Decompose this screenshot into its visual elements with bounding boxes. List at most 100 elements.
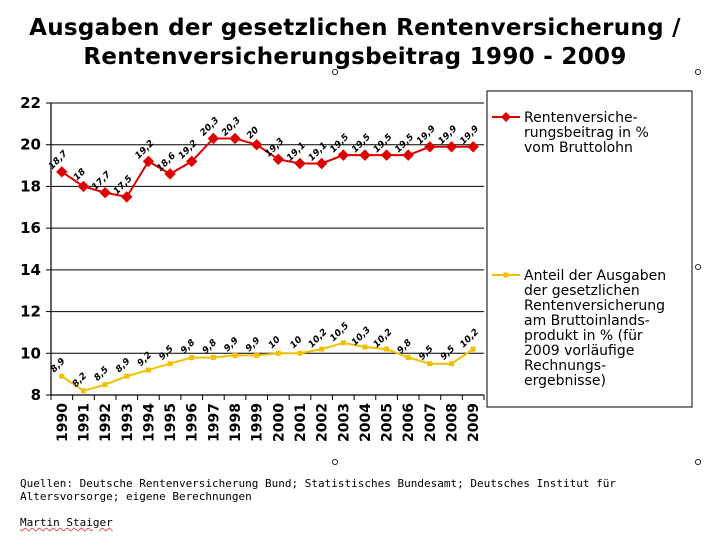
x-tick-label: 1998 bbox=[228, 403, 244, 442]
x-tick-label: 1997 bbox=[206, 403, 222, 442]
data-point bbox=[167, 361, 173, 367]
chart-title-line-1: Ausgaben der gesetzlichen Rentenversiche… bbox=[29, 15, 681, 41]
data-point bbox=[297, 350, 303, 356]
data-point bbox=[337, 149, 349, 161]
series-line-2 bbox=[61, 341, 474, 392]
y-tick-label: 20 bbox=[20, 136, 41, 154]
x-tick-label: 2009 bbox=[466, 403, 482, 442]
data-point bbox=[77, 180, 90, 193]
data-point bbox=[315, 157, 328, 170]
data-label: 19,9 bbox=[458, 124, 481, 147]
data-point bbox=[467, 141, 479, 153]
selection-handle bbox=[695, 69, 702, 76]
data-point bbox=[362, 344, 368, 350]
data-label: 8,5 bbox=[93, 365, 111, 383]
legend-label-line: produkt in % (für bbox=[524, 328, 643, 344]
x-tick-label: 1995 bbox=[163, 403, 179, 442]
data-point bbox=[207, 132, 220, 145]
data-label: 9,9 bbox=[222, 336, 240, 354]
y-tick-label: 22 bbox=[20, 94, 41, 112]
data-point bbox=[275, 350, 281, 356]
data-point bbox=[449, 361, 455, 367]
x-tick-label: 1990 bbox=[55, 403, 71, 442]
data-label: 10,5 bbox=[328, 321, 351, 344]
x-tick-label: 1996 bbox=[185, 403, 201, 442]
data-point bbox=[384, 346, 390, 352]
data-label: 10,2 bbox=[458, 327, 481, 350]
data-label: 9,5 bbox=[417, 344, 435, 362]
data-point bbox=[405, 354, 411, 360]
y-axis-ticks: 8 10 12 14 16 18 20 22 bbox=[20, 94, 51, 404]
data-point bbox=[59, 373, 65, 379]
data-point bbox=[232, 352, 238, 358]
data-label: 19,9 bbox=[415, 124, 438, 147]
data-label: 17,7 bbox=[90, 169, 113, 192]
data-label: 19,5 bbox=[372, 132, 395, 155]
data-point bbox=[56, 166, 68, 178]
x-tick-label: 1999 bbox=[250, 403, 266, 442]
data-point bbox=[254, 352, 260, 358]
data-label: 8,9 bbox=[49, 357, 67, 375]
data-label: 10 bbox=[289, 335, 305, 351]
data-point bbox=[99, 186, 111, 199]
y-tick-label: 8 bbox=[31, 386, 41, 404]
data-label: 20,3 bbox=[220, 116, 243, 139]
data-point bbox=[186, 155, 198, 168]
data-label: 19,5 bbox=[393, 132, 416, 155]
data-point bbox=[124, 373, 130, 379]
x-tick-label: 2002 bbox=[315, 403, 331, 442]
data-label: 10 bbox=[267, 335, 283, 351]
legend-label-line: 2009 vorläufige bbox=[524, 343, 634, 359]
sources-note: Quellen: Deutsche Rentenversicherung Bun… bbox=[20, 477, 617, 503]
data-point bbox=[142, 155, 155, 168]
chart-title: Ausgaben der gesetzlichen Rentenversiche… bbox=[0, 14, 710, 72]
legend-swatch-marker bbox=[501, 112, 511, 122]
data-point bbox=[102, 382, 108, 388]
data-point bbox=[121, 191, 133, 203]
data-point bbox=[359, 149, 371, 161]
data-label: 19,1 bbox=[307, 141, 330, 164]
legend-label-line: rungsbeitrag in % bbox=[524, 125, 649, 141]
x-tick-label: 2000 bbox=[271, 403, 287, 442]
legend-box bbox=[486, 90, 693, 408]
x-tick-label: 1992 bbox=[98, 403, 114, 442]
chart-title-line-2: Rentenversicherungsbeitrag 1990 - 2009 bbox=[83, 44, 627, 70]
data-point bbox=[427, 361, 433, 367]
series-lines bbox=[56, 132, 479, 394]
data-label: 10,2 bbox=[372, 327, 395, 350]
data-label: 10,3 bbox=[350, 325, 373, 348]
x-tick-label: 2006 bbox=[401, 403, 417, 442]
selection-handles bbox=[331, 69, 702, 465]
x-tick-label: 2004 bbox=[358, 403, 374, 442]
y-tick-label: 18 bbox=[20, 177, 41, 195]
x-tick-label: 2003 bbox=[336, 403, 352, 442]
y-tick-label: 14 bbox=[20, 261, 41, 279]
selection-handle bbox=[695, 263, 702, 270]
data-label: 8,9 bbox=[114, 357, 132, 375]
data-labels: 18,718 17,717,519,218,619,220,320,3 2019,3… bbox=[47, 116, 481, 390]
legend: Rentenversiche-rungsbeitrag in %vom Brut… bbox=[486, 90, 693, 408]
y-tick-label: 10 bbox=[20, 344, 41, 362]
legend-label-line: Rentenversicherung bbox=[524, 298, 665, 314]
data-label: 17,5 bbox=[112, 174, 135, 197]
legend-label-line: der gesetzlichen bbox=[524, 283, 640, 299]
data-point bbox=[424, 141, 436, 153]
selection-handle bbox=[331, 69, 338, 76]
data-point bbox=[80, 388, 86, 394]
data-label: 19,9 bbox=[437, 124, 460, 147]
data-point bbox=[145, 367, 151, 373]
axes bbox=[50, 103, 484, 396]
data-label: 19,1 bbox=[285, 141, 308, 164]
x-tick-label: 1994 bbox=[141, 403, 157, 442]
y-tick-label: 16 bbox=[20, 219, 41, 237]
data-point bbox=[250, 139, 263, 151]
data-label: 19,5 bbox=[328, 132, 351, 155]
data-point bbox=[402, 149, 414, 161]
data-label: 20,3 bbox=[199, 116, 222, 139]
data-label: 19,5 bbox=[350, 132, 373, 155]
data-label: 19,2 bbox=[134, 139, 157, 162]
data-point bbox=[470, 346, 476, 352]
selection-handle bbox=[695, 458, 702, 465]
gridlines bbox=[51, 102, 484, 396]
legend-label-line: Rechnungs- bbox=[524, 358, 606, 374]
